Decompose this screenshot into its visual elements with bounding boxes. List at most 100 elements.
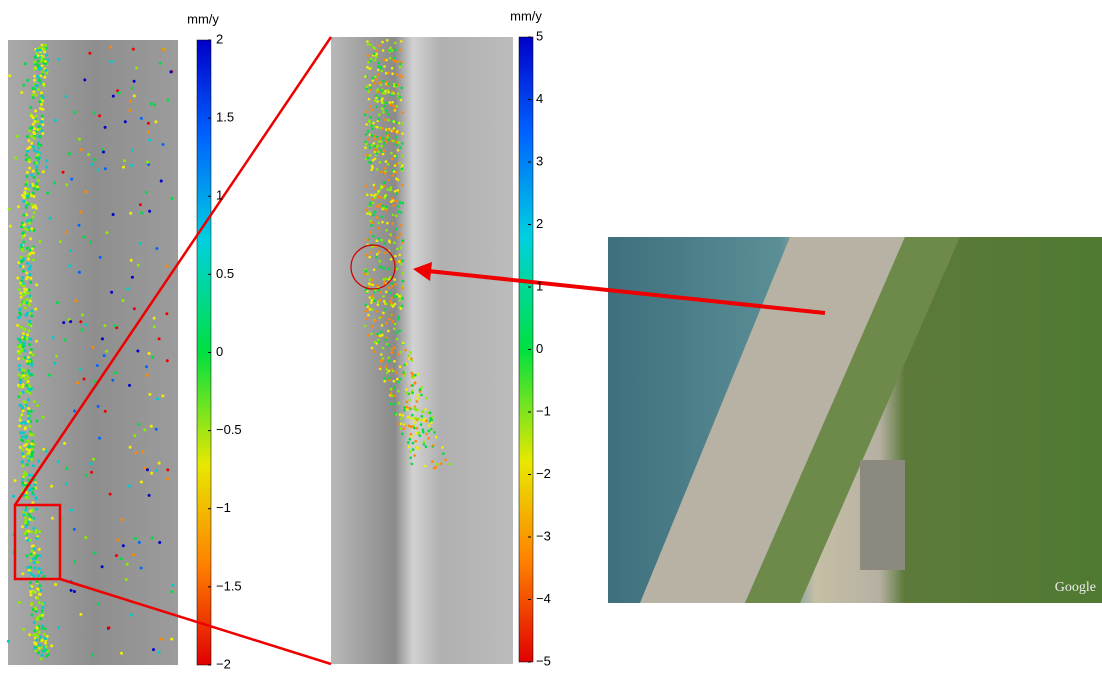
point [391,395,394,398]
point [158,541,161,544]
point [385,59,388,62]
point [131,87,134,90]
point [32,192,35,195]
point [40,658,43,661]
point [137,423,140,426]
point [400,211,403,214]
point [20,91,23,94]
point [372,122,375,125]
point [392,174,395,177]
point [395,171,398,174]
point [147,122,150,125]
point [402,202,405,205]
colorbar-tick-label: 2 [536,216,543,231]
point [366,66,369,69]
point [366,208,369,211]
point [388,287,391,290]
point [26,194,29,197]
point [19,292,22,295]
point [132,553,135,556]
point [430,421,433,424]
point [392,130,395,133]
point [36,626,39,629]
point [372,297,375,300]
point [41,610,44,613]
point [403,409,406,412]
point [94,158,97,161]
point [417,373,420,376]
point [369,279,372,282]
point [389,233,392,236]
point [36,404,39,407]
point [379,161,382,164]
point [399,427,402,430]
point [18,308,21,311]
point [385,368,388,371]
point [390,388,393,391]
point [32,96,35,99]
point [371,77,374,80]
point [416,427,419,430]
point [35,169,38,172]
point [166,477,169,480]
point [403,423,406,426]
point [397,205,400,208]
point [382,80,385,83]
point [366,290,369,293]
point [44,637,47,640]
point [91,654,94,657]
point [369,116,372,119]
point [103,324,106,327]
point [409,457,412,460]
point [150,425,153,428]
point [133,94,136,97]
point [16,135,19,138]
point [23,223,26,226]
point [382,102,385,105]
point [26,219,29,222]
point [37,54,40,57]
point [65,95,68,98]
point [372,213,375,216]
point [24,426,27,429]
colorbar-tick-label: 3 [536,153,543,168]
point [401,184,404,187]
point [20,243,23,246]
point [395,73,398,76]
point [33,79,36,82]
point [23,471,26,474]
point [18,338,21,341]
point [26,496,29,499]
point [396,236,399,239]
point [29,392,32,395]
point [159,62,162,65]
point [396,189,399,192]
point [65,467,68,470]
point [374,149,377,152]
point [397,381,400,384]
point [17,357,20,360]
point [21,460,24,463]
point [20,422,23,425]
point [391,282,394,285]
point [436,463,439,466]
point [105,231,108,234]
point [33,561,36,564]
point [369,283,372,286]
point [28,323,31,326]
point [41,614,44,617]
point [384,242,387,245]
point [73,111,76,114]
point [420,394,423,397]
point [384,118,387,121]
point [26,262,29,265]
point [78,224,81,227]
point [27,380,30,383]
point [400,40,403,43]
point [399,66,402,69]
point [377,222,380,225]
point [411,390,414,393]
point [394,283,397,286]
point [366,238,369,241]
point [372,198,375,201]
